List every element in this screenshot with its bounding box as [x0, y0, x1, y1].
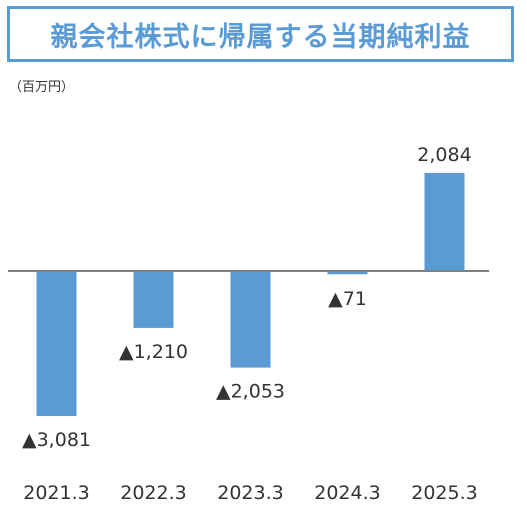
category-label-2021.3: 2021.3: [23, 482, 89, 504]
data-label-2022.3: ▲1,210: [119, 341, 188, 363]
data-label-2021.3: ▲3,081: [22, 429, 91, 451]
data-label-2025.3: 2,084: [417, 144, 471, 166]
category-label-2024.3: 2024.3: [314, 482, 380, 504]
bar-2025.3: [424, 172, 465, 271]
category-label-2023.3: 2023.3: [217, 482, 283, 504]
category-label-2025.3: 2025.3: [411, 482, 477, 504]
chart-title-box: 親会社株式に帰属する当期純利益: [7, 6, 514, 62]
bar-2022.3: [133, 271, 174, 328]
data-label-2024.3: ▲71: [328, 288, 367, 310]
bar-2023.3: [230, 271, 271, 368]
chart-title: 親会社株式に帰属する当期純利益: [50, 21, 471, 53]
bar-2021.3: [36, 271, 77, 416]
data-label-2023.3: ▲2,053: [216, 381, 285, 403]
bar-2024.3: [327, 271, 368, 275]
unit-label: （百万円）: [9, 80, 75, 95]
category-label-2022.3: 2022.3: [120, 482, 186, 504]
